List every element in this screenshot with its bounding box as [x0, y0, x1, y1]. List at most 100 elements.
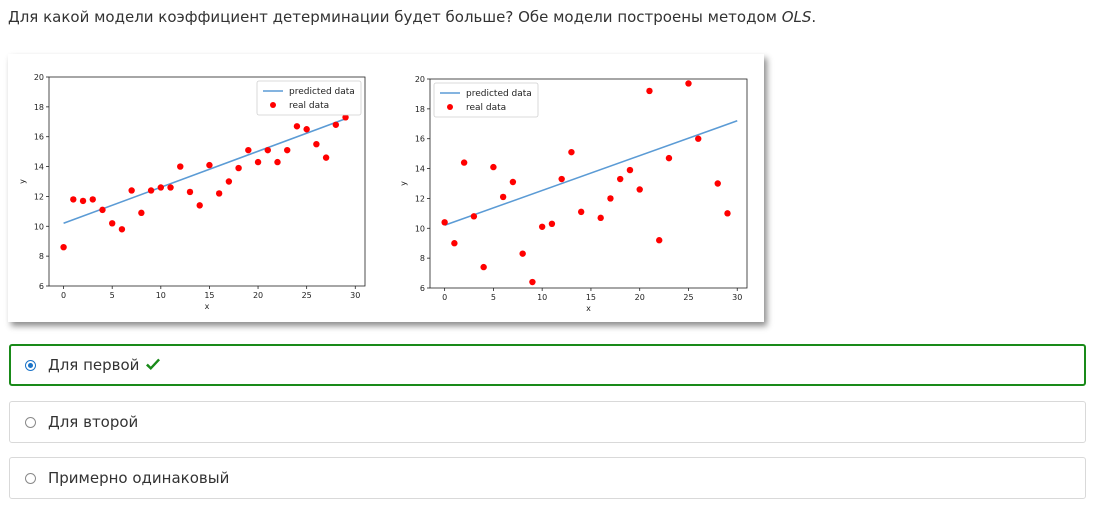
x-axis-label: x — [586, 304, 591, 313]
x-tick-label: 0 — [442, 293, 447, 302]
data-point — [70, 196, 77, 203]
question-method: OLS — [781, 8, 812, 26]
y-tick-label: 18 — [34, 103, 44, 112]
chart-1: 0 5 10 15 20 25 30 6 8 10 12 14 16 18 20 x y predicted da… — [18, 73, 366, 311]
data-point — [558, 175, 565, 183]
data-point — [284, 146, 291, 154]
data-point — [128, 187, 135, 194]
checkmark-icon — [146, 358, 161, 370]
data-point — [332, 121, 340, 128]
data-point — [99, 206, 106, 214]
data-point — [509, 178, 517, 186]
data-point — [499, 193, 507, 201]
question-main: Для какой модели коэффициент детерминаци… — [8, 8, 782, 26]
data-point — [293, 123, 301, 130]
answer-option-third[interactable]: Примерно одинаковый — [9, 457, 1086, 499]
data-point — [626, 166, 634, 174]
answer-label-second: Для второй — [48, 413, 139, 431]
x-tick-label: 5 — [110, 291, 115, 300]
x-tick-label: 0 — [61, 291, 66, 300]
y-tick-label: 12 — [34, 192, 44, 201]
data-point — [60, 243, 67, 251]
answer-option-first[interactable]: Для первой — [9, 344, 1086, 386]
data-point — [519, 250, 526, 257]
data-point — [617, 175, 624, 183]
y-axis-label: y — [18, 179, 27, 184]
data-point — [225, 178, 233, 185]
y-tick-label: 6 — [39, 282, 44, 291]
data-point — [177, 163, 184, 170]
data-point — [186, 188, 194, 196]
data-point — [646, 87, 653, 95]
y-tick-label: 14 — [415, 165, 425, 174]
x-tick-label: 20 — [635, 293, 645, 302]
data-point — [577, 208, 585, 216]
y-tick-label: 8 — [420, 254, 425, 263]
data-point — [157, 184, 165, 191]
radio-button[interactable] — [25, 417, 36, 428]
data-point — [313, 140, 320, 148]
y-tick-label: 20 — [34, 73, 44, 82]
radio-button[interactable] — [25, 473, 36, 484]
regression-line — [63, 118, 346, 225]
x-axis-label: x — [205, 302, 210, 311]
data-point — [254, 158, 262, 166]
data-point — [196, 202, 203, 209]
legend-box — [433, 82, 539, 118]
data-point — [206, 161, 213, 169]
x-tick-label: 5 — [491, 293, 496, 302]
data-point — [695, 135, 702, 142]
data-point — [147, 187, 155, 194]
regression-line — [444, 120, 738, 227]
x-tick-label: 30 — [350, 291, 360, 300]
data-point — [597, 214, 604, 222]
y-tick-label: 20 — [415, 75, 425, 84]
data-point — [451, 240, 458, 247]
y-tick-label: 10 — [415, 224, 425, 233]
chart-2: 0 5 10 15 20 25 30 6 8 10 12 14 16 18 20 x y predicted da… — [399, 75, 748, 313]
y-tick-label: 18 — [415, 105, 425, 114]
data-point — [656, 237, 663, 244]
y-tick-label: 16 — [415, 135, 425, 144]
answer-text-first: Для первой — [48, 356, 140, 374]
scatter-plots: 0 5 10 15 20 25 30 6 8 10 12 14 16 18 20 x y predicted da… — [18, 73, 748, 313]
y-tick-label: 12 — [415, 194, 425, 203]
y-tick-label: 8 — [39, 252, 44, 261]
data-point — [460, 159, 468, 166]
data-point — [470, 213, 478, 220]
data-point — [529, 278, 536, 286]
y-tick-label: 10 — [34, 222, 44, 231]
data-point — [724, 210, 731, 217]
data-point — [79, 197, 87, 205]
y-tick-label: 16 — [34, 133, 44, 142]
question-text: Для какой модели коэффициент детерминаци… — [8, 8, 816, 26]
data-point — [538, 223, 546, 230]
legend-label: predicted data — [289, 87, 355, 97]
figure-image: 0 5 10 15 20 25 30 6 8 10 12 14 16 18 20 x y predicted da… — [8, 54, 764, 322]
data-point — [245, 146, 252, 154]
y-tick-label: 6 — [420, 284, 425, 293]
data-point — [665, 154, 673, 162]
data-point — [322, 154, 330, 161]
x-tick-label: 15 — [204, 291, 214, 300]
data-point — [138, 209, 145, 217]
x-tick-label: 15 — [586, 293, 596, 302]
data-point — [167, 184, 174, 191]
data-point — [490, 163, 497, 171]
data-point — [89, 196, 96, 203]
legend-point-swatch — [447, 104, 453, 110]
data-point — [548, 220, 556, 228]
question-suffix: . — [811, 8, 817, 26]
answer-label-first: Для первой — [48, 356, 161, 374]
answer-option-second[interactable]: Для второй — [9, 401, 1086, 443]
x-tick-label: 10 — [156, 291, 166, 300]
legend-label: predicted data — [466, 89, 532, 99]
x-tick-label: 10 — [537, 293, 547, 302]
data-point — [274, 158, 281, 166]
x-tick-label: 30 — [732, 293, 742, 302]
data-point — [441, 219, 448, 226]
radio-button-selected[interactable] — [25, 360, 36, 371]
data-point — [607, 195, 614, 202]
data-point — [118, 226, 126, 233]
data-point — [109, 220, 116, 227]
